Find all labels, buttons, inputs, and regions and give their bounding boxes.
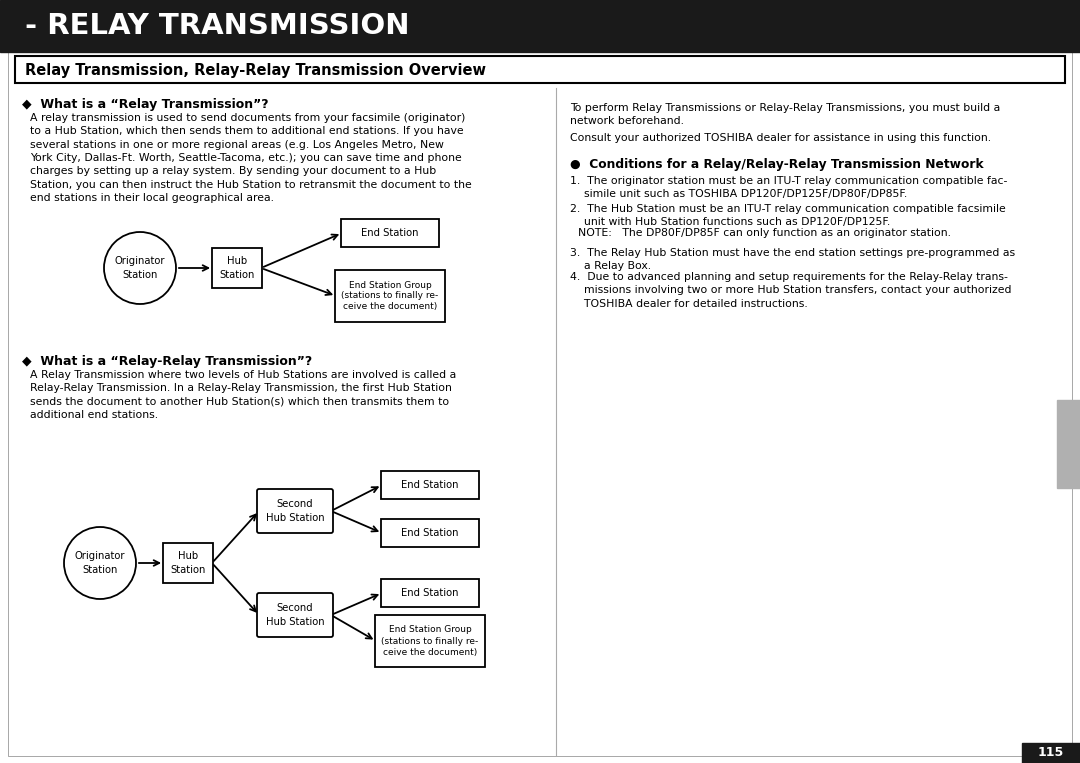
Text: End Station: End Station — [402, 588, 459, 598]
Text: ceive the document): ceive the document) — [342, 302, 437, 311]
FancyBboxPatch shape — [381, 579, 480, 607]
Text: Second: Second — [276, 499, 313, 509]
Bar — [15, 56, 1065, 83]
FancyBboxPatch shape — [257, 489, 333, 533]
Text: To perform Relay Transmissions or Relay-Relay Transmissions, you must build a
ne: To perform Relay Transmissions or Relay-… — [570, 103, 1000, 127]
FancyBboxPatch shape — [163, 543, 213, 583]
FancyBboxPatch shape — [375, 615, 485, 667]
Text: 3.  The Relay Hub Station must have the end station settings pre-programmed as
 : 3. The Relay Hub Station must have the e… — [570, 248, 1015, 272]
FancyBboxPatch shape — [212, 248, 262, 288]
FancyBboxPatch shape — [381, 519, 480, 547]
Text: Relay Transmission, Relay-Relay Transmission Overview: Relay Transmission, Relay-Relay Transmis… — [25, 63, 486, 78]
Text: 115: 115 — [1038, 746, 1064, 759]
FancyBboxPatch shape — [335, 270, 445, 322]
Text: ●  Conditions for a Relay/Relay-Relay Transmission Network: ● Conditions for a Relay/Relay-Relay Tra… — [570, 158, 984, 171]
Text: Hub Station: Hub Station — [266, 513, 324, 523]
Text: NOTE:   The DP80F/DP85F can only function as an originator station.: NOTE: The DP80F/DP85F can only function … — [578, 228, 951, 238]
Text: (stations to finally re-: (stations to finally re- — [381, 636, 478, 645]
Text: End Station: End Station — [361, 228, 419, 238]
Text: Hub: Hub — [178, 551, 198, 561]
Text: - RELAY TRANSMISSION: - RELAY TRANSMISSION — [25, 12, 409, 40]
Bar — [1022, 743, 1080, 763]
Text: Consult your authorized TOSHIBA dealer for assistance in using this function.: Consult your authorized TOSHIBA dealer f… — [570, 133, 991, 143]
Text: ceive the document): ceive the document) — [383, 648, 477, 656]
Text: Hub Station: Hub Station — [266, 617, 324, 627]
Text: ◆  What is a “Relay Transmission”?: ◆ What is a “Relay Transmission”? — [22, 98, 269, 111]
Text: End Station: End Station — [402, 480, 459, 490]
Text: Station: Station — [82, 565, 118, 575]
Text: 2.  The Hub Station must be an ITU-T relay communication compatible facsimile
  : 2. The Hub Station must be an ITU-T rela… — [570, 204, 1005, 227]
FancyBboxPatch shape — [341, 219, 438, 247]
Text: End Station Group: End Station Group — [349, 281, 431, 289]
Text: 4.  Due to advanced planning and setup requirements for the Relay-Relay trans-
 : 4. Due to advanced planning and setup re… — [570, 272, 1012, 309]
Text: A relay transmission is used to send documents from your facsimile (originator)
: A relay transmission is used to send doc… — [30, 113, 472, 203]
Text: A Relay Transmission where two levels of Hub Stations are involved is called a
R: A Relay Transmission where two levels of… — [30, 370, 456, 420]
FancyBboxPatch shape — [257, 593, 333, 637]
Text: Station: Station — [171, 565, 205, 575]
Bar — [0, 0, 1080, 52]
Text: End Station Group: End Station Group — [389, 626, 471, 635]
Bar — [1057, 400, 1080, 488]
Text: 1.  The originator station must be an ITU-T relay communication compatible fac-
: 1. The originator station must be an ITU… — [570, 176, 1008, 199]
Text: (stations to finally re-: (stations to finally re- — [341, 291, 438, 301]
Text: End Station: End Station — [402, 528, 459, 538]
Text: ◆  What is a “Relay-Relay Transmission”?: ◆ What is a “Relay-Relay Transmission”? — [22, 355, 312, 368]
Text: Originator: Originator — [114, 256, 165, 266]
Text: Station: Station — [122, 270, 158, 280]
Text: Hub: Hub — [227, 256, 247, 266]
Text: Originator: Originator — [75, 551, 125, 561]
Text: Station: Station — [219, 270, 255, 280]
Text: Second: Second — [276, 603, 313, 613]
FancyBboxPatch shape — [381, 471, 480, 499]
